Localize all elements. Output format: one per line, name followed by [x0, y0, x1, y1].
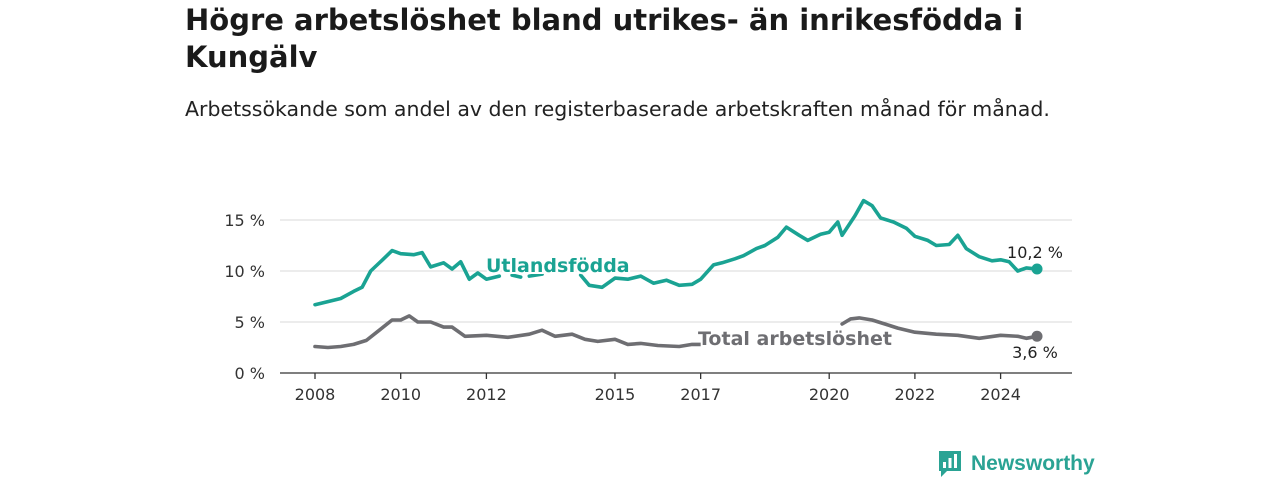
- series-line-1: [313, 314, 703, 350]
- series-line-1: [840, 316, 1039, 341]
- chart-subtitle: Arbetssökande som andel av den registerb…: [185, 97, 1050, 121]
- x-axis: 2008 2010 2012 2015 2017 2020 2022 2024: [295, 373, 1021, 404]
- brand-name: Newsworthy: [971, 452, 1095, 475]
- newsworthy-logo: Newsworthy: [937, 449, 1095, 479]
- x-tick-label: 2012: [466, 385, 507, 404]
- y-tick-label: 10 %: [224, 262, 265, 281]
- x-tick-label: 2024: [980, 385, 1021, 404]
- series-end-label: 3,6 %: [1012, 343, 1058, 362]
- series-labels: Utlandsfödda 10,2 % Total arbetslöshet 3,6 …: [484, 243, 1063, 362]
- series-lines: [313, 198, 1043, 350]
- series-line-0: [510, 273, 523, 279]
- x-tick-label: 2022: [895, 385, 936, 404]
- y-tick-label: 5 %: [235, 313, 265, 332]
- x-tick-label: 2015: [595, 385, 636, 404]
- chart-title: Högre arbetslöshet bland utrikes- än inr…: [185, 3, 1024, 74]
- series-line-0: [313, 248, 502, 307]
- series-end-label: 10,2 %: [1007, 243, 1063, 262]
- series-line-0: [527, 272, 544, 278]
- y-tick-label: 15 %: [224, 211, 265, 230]
- series-name-label: Total arbetslöshet: [698, 328, 892, 350]
- y-tick-label: 0 %: [235, 364, 265, 383]
- series-line-0: [578, 198, 1039, 290]
- series-end-dot-0: [1031, 263, 1043, 275]
- x-tick-label: 2010: [380, 385, 421, 404]
- y-axis: 0 % 5 % 10 % 15 %: [224, 211, 265, 383]
- x-tick-label: 2008: [295, 385, 336, 404]
- grid-lines: [280, 219, 1072, 374]
- series-end-dot-1: [1031, 330, 1043, 342]
- series-name-label: Utlandsfödda: [486, 255, 630, 277]
- x-tick-label: 2017: [680, 385, 721, 404]
- x-tick-label: 2020: [809, 385, 850, 404]
- newsworthy-icon: [939, 451, 961, 477]
